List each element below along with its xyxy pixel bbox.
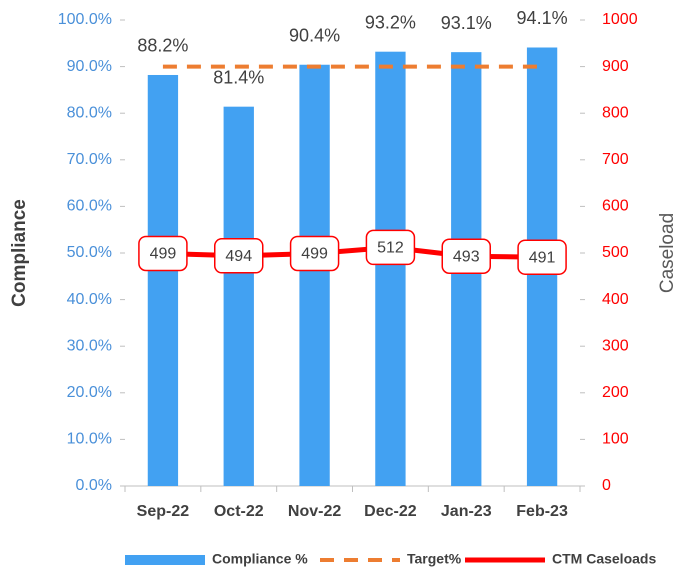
legend-label: CTM Caseloads bbox=[552, 551, 656, 567]
y2-tick-label: 100 bbox=[602, 431, 629, 448]
value-label-box bbox=[214, 238, 264, 274]
x-tick-label: Jan-23 bbox=[441, 503, 492, 520]
x-tick-label: Nov-22 bbox=[288, 503, 341, 520]
y2-tick-label: 700 bbox=[602, 151, 629, 168]
y2-axis-title: Caseload bbox=[657, 213, 678, 293]
y2-tick-label: 0 bbox=[602, 477, 611, 494]
bar-value-label: 93.2% bbox=[365, 12, 416, 32]
y2-tick-label: 400 bbox=[602, 291, 629, 308]
y2-tick-label: 300 bbox=[602, 337, 629, 354]
line-value-label: 499 bbox=[150, 246, 177, 263]
bar-value-label: 93.1% bbox=[441, 13, 492, 33]
y-tick-label: 100.0% bbox=[58, 11, 112, 28]
bar bbox=[223, 106, 254, 487]
line-value-label: 494 bbox=[225, 248, 252, 265]
bar bbox=[147, 74, 179, 486]
bar bbox=[375, 51, 406, 487]
bar-value-label: 88.2% bbox=[137, 36, 188, 56]
y-tick-label: 10.0% bbox=[67, 431, 112, 448]
x-tick-label: Sep-22 bbox=[137, 503, 190, 520]
y-tick-label: 30.0% bbox=[67, 337, 112, 354]
y-tick-label: 0.0% bbox=[76, 477, 112, 494]
x-tick-label: Feb-23 bbox=[516, 503, 568, 520]
bar bbox=[299, 64, 330, 487]
x-tick-label: Dec-22 bbox=[364, 503, 417, 520]
line-value-label: 491 bbox=[529, 249, 556, 266]
y-tick-label: 80.0% bbox=[67, 104, 112, 121]
legend-label: Compliance % bbox=[212, 551, 308, 567]
value-label-box bbox=[138, 235, 188, 272]
y-axis-title: Compliance bbox=[9, 199, 30, 307]
line-value-label: 493 bbox=[453, 248, 480, 265]
y2-tick-label: 1000 bbox=[602, 11, 638, 28]
y-tick-label: 40.0% bbox=[67, 291, 112, 308]
y2-tick-label: 200 bbox=[602, 384, 629, 401]
x-tick-label: Oct-22 bbox=[214, 503, 264, 520]
bar-value-label: 94.1% bbox=[517, 8, 568, 28]
value-label-box bbox=[517, 239, 567, 275]
y2-tick-label: 800 bbox=[602, 104, 629, 121]
bar-value-label: 81.4% bbox=[213, 67, 264, 87]
y-tick-label: 70.0% bbox=[67, 151, 112, 168]
line-value-label: 512 bbox=[377, 240, 404, 257]
y-tick-label: 20.0% bbox=[67, 384, 112, 401]
value-label-box bbox=[365, 229, 416, 266]
y2-tick-label: 500 bbox=[602, 244, 629, 261]
y-tick-label: 90.0% bbox=[67, 58, 112, 75]
y-tick-label: 60.0% bbox=[67, 198, 112, 215]
legend-label: Target% bbox=[407, 551, 462, 567]
line-value-label: 499 bbox=[301, 246, 328, 263]
bar-value-label: 90.4% bbox=[289, 25, 340, 45]
value-label-box bbox=[441, 238, 491, 275]
y-tick-label: 50.0% bbox=[67, 244, 112, 261]
y2-tick-label: 600 bbox=[602, 198, 629, 215]
legend-swatch bbox=[125, 555, 205, 565]
value-label-box bbox=[289, 235, 340, 272]
y2-tick-label: 900 bbox=[602, 58, 629, 75]
